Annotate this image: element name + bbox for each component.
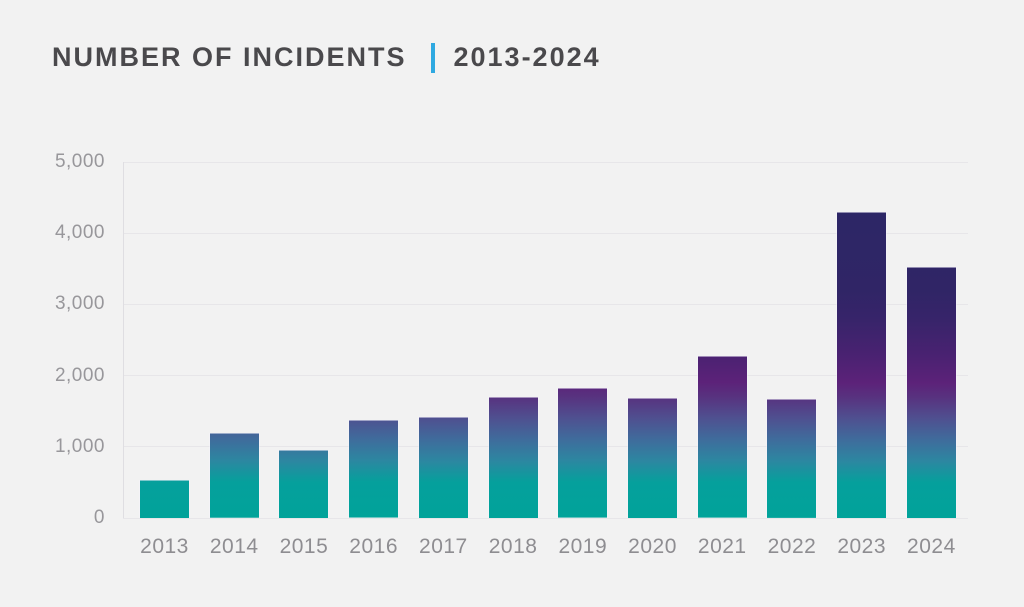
x-tick-label-2023: 2023	[837, 535, 887, 558]
x-tick-label-2015: 2015	[279, 535, 329, 558]
x-tick-label-2014: 2014	[209, 535, 259, 558]
x-tick-label-2020: 2020	[628, 535, 677, 558]
y-tick-label-3000: 3,000	[54, 293, 105, 315]
bar-2015	[278, 449, 330, 518]
bar-2018	[487, 396, 539, 518]
x-tick-label-2022: 2022	[767, 535, 817, 558]
bar-2019	[557, 388, 609, 518]
gridline-2000	[123, 375, 968, 377]
x-tick-label-2024: 2024	[907, 535, 956, 558]
bar-chart-plot-area	[123, 161, 968, 519]
x-tick-label-2018: 2018	[488, 535, 538, 558]
y-tick-label-0: 0	[93, 507, 105, 528]
gridline-4000	[123, 232, 968, 234]
page-title: NUMBER OF INCIDENTS	[52, 42, 407, 72]
x-axis-labels: 2013 2014 2015 2016 2017 2018 2019 2020 2021 2022…	[123, 518, 968, 559]
gridline-5000	[123, 161, 968, 163]
y-tick-label-4000: 4,000	[54, 222, 105, 244]
x-tick-label-2016: 2016	[349, 535, 399, 558]
gridline-1000	[123, 446, 968, 448]
y-axis-line	[123, 162, 124, 518]
gridline-3000	[123, 303, 968, 305]
x-tick-label-2019: 2019	[558, 535, 608, 558]
y-tick-label-1000: 1,000	[54, 435, 105, 457]
bar-2014	[208, 433, 260, 518]
bars-container	[123, 162, 968, 518]
bar-2022	[766, 399, 818, 518]
y-axis-labels: 5,000 4,000 3,000 2,000 1,000 0	[30, 152, 105, 528]
x-tick-label-2013: 2013	[140, 535, 189, 558]
bar-2020	[627, 397, 679, 518]
gridline-0	[123, 517, 968, 519]
x-tick-label-2017: 2017	[419, 535, 468, 558]
chart-header: NUMBER OF INCIDENTS 2013-2024	[52, 42, 601, 73]
bar-2023	[836, 211, 888, 518]
x-tick-label-2021: 2021	[697, 535, 747, 558]
title-separator-bar	[430, 42, 435, 73]
bar-2024	[905, 266, 957, 518]
y-tick-label-5000: 5,000	[54, 151, 105, 172]
bar-2013	[139, 479, 190, 518]
bar-2021	[696, 356, 748, 518]
bar-2017	[417, 416, 469, 518]
bar-2016	[348, 420, 400, 518]
y-tick-label-2000: 2,000	[54, 364, 105, 386]
title-date-range: 2013-2024	[453, 42, 601, 72]
